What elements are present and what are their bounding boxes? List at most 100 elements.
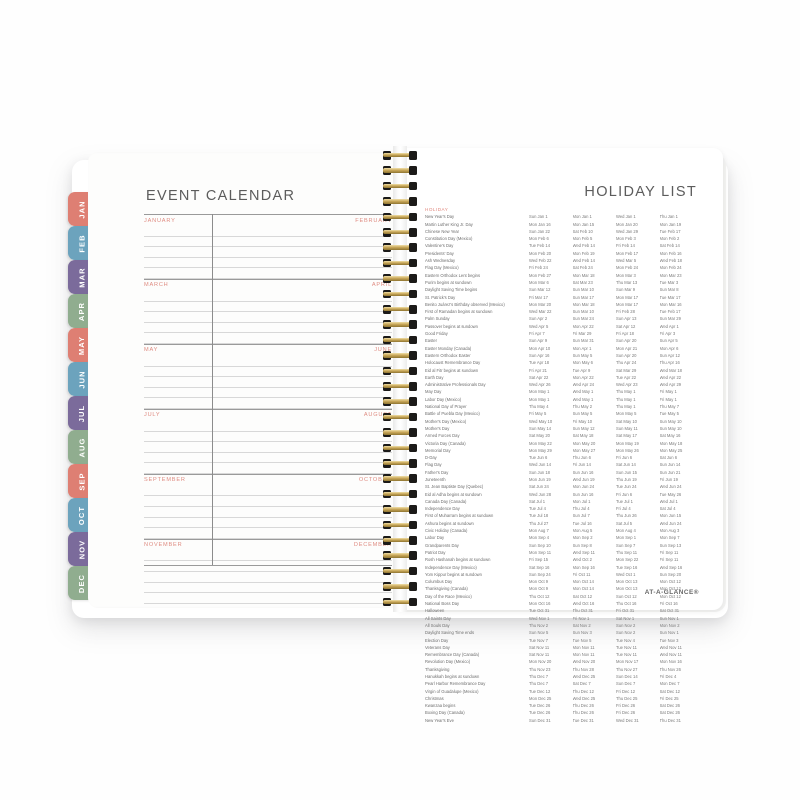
event-write-line[interactable] xyxy=(144,367,392,378)
holiday-date: Wed Apr 1 xyxy=(659,323,679,329)
event-write-line[interactable] xyxy=(144,291,392,302)
holiday-name: Memorial Day xyxy=(425,447,451,453)
holiday-date: Thu Apr 24 xyxy=(616,360,637,366)
holiday-date: Wed Apr 22 xyxy=(659,374,682,380)
holiday-date: Fri Mar 29 xyxy=(572,331,592,337)
holiday-date: Tue May 26 xyxy=(659,491,682,497)
month-tab-label: MAR xyxy=(77,266,87,288)
month-tab-label: FEB xyxy=(77,233,87,253)
event-month-block[interactable]: SEPTEMBER OCTOBER xyxy=(144,473,392,539)
spiral-binding xyxy=(382,146,418,612)
holiday-date: Sun May 11 xyxy=(616,425,638,431)
month-tab-label: OCT xyxy=(77,505,87,525)
event-write-line[interactable] xyxy=(144,268,392,279)
holiday-name: Independence Day xyxy=(425,506,460,512)
holiday-date: Tue Apr 18 xyxy=(529,360,550,366)
event-write-line[interactable] xyxy=(144,528,392,539)
holiday-date: Sun Jan 1 xyxy=(529,214,548,220)
holiday-name-column: HOLIDAY New Year's Day Martin Luther King… xyxy=(425,206,529,724)
event-write-line[interactable] xyxy=(144,486,392,497)
event-write-line[interactable] xyxy=(144,302,392,313)
event-month-block[interactable]: JULY AUGUST xyxy=(144,408,392,474)
spiral-coil xyxy=(383,151,417,160)
holiday-date: Mon Sep 7 xyxy=(659,535,680,541)
holiday-date: Sat May 10 xyxy=(616,418,637,424)
event-write-line[interactable] xyxy=(144,463,392,474)
event-write-line[interactable] xyxy=(144,388,392,399)
holiday-name: Boxing Day (Canada) xyxy=(425,710,465,716)
month-tab-label: MAY xyxy=(77,335,87,355)
holiday-date: Sat Feb 10 xyxy=(572,228,593,234)
holiday-date: Mon Apr 1 xyxy=(572,345,592,351)
event-write-line[interactable] xyxy=(144,377,392,388)
event-write-line[interactable] xyxy=(144,432,392,443)
holiday-date: Sat Mar 29 xyxy=(616,367,637,373)
event-write-line[interactable] xyxy=(144,583,392,594)
event-month-block[interactable]: MARCH APRIL xyxy=(144,278,392,344)
spiral-wire xyxy=(383,168,417,173)
holiday-date: Mon Apr 22 xyxy=(572,374,594,380)
event-write-line[interactable] xyxy=(144,453,392,464)
holiday-date: Mon Oct 12 xyxy=(659,579,681,585)
holiday-name: Thanksgiving xyxy=(425,666,450,672)
event-write-line[interactable] xyxy=(144,551,392,562)
event-write-line[interactable] xyxy=(144,323,392,334)
event-write-line[interactable] xyxy=(144,496,392,508)
event-month-block[interactable]: NOVEMBER DECEMBER xyxy=(144,538,392,604)
holiday-name: First of Muharram begins at sundown xyxy=(425,513,494,519)
event-write-line[interactable] xyxy=(144,442,392,453)
spiral-wire xyxy=(383,245,417,250)
holiday-name: Hanukkah begins at sundown xyxy=(425,674,480,679)
holiday-date: Sat Jul 5 xyxy=(616,520,633,526)
event-calendar-grid[interactable]: JANUARY FEBRUARY MARCH APRIL MAY JUNE JULY AUGU… xyxy=(144,214,392,604)
event-write-line[interactable] xyxy=(144,421,392,432)
holiday-date: Mon Dec 7 xyxy=(659,681,680,687)
holiday-date: Mon Jun 19 xyxy=(529,476,551,482)
event-write-line[interactable] xyxy=(144,312,392,323)
holiday-name: Eid al Adha begins at sundown xyxy=(425,491,482,497)
event-write-line[interactable] xyxy=(144,226,392,237)
event-month-block[interactable]: JANUARY FEBRUARY xyxy=(144,214,392,279)
spiral-wire xyxy=(383,183,417,189)
holiday-date: Sat Sep 16 xyxy=(529,564,550,570)
event-write-line[interactable] xyxy=(144,507,392,518)
event-write-line[interactable] xyxy=(144,561,392,573)
spiral-punch-hole xyxy=(409,151,417,160)
event-write-line[interactable] xyxy=(144,593,392,604)
holiday-date: Sun May 10 xyxy=(659,425,682,431)
holiday-date: Mon Nov 11 xyxy=(572,652,595,658)
holiday-date: Wed Feb 14 xyxy=(572,243,595,249)
holiday-date: Tue Jun 6 xyxy=(529,455,548,461)
holiday-date: Wed May 10 xyxy=(529,418,553,424)
holiday-name: May Day xyxy=(425,389,442,395)
event-write-line[interactable] xyxy=(144,258,392,269)
event-write-line[interactable] xyxy=(144,333,392,344)
event-write-line[interactable] xyxy=(144,518,392,529)
event-write-line[interactable] xyxy=(144,572,392,583)
month-tab-label: JAN xyxy=(77,199,87,219)
spiral-punch-hole xyxy=(409,536,417,545)
event-write-line[interactable] xyxy=(144,356,392,367)
holiday-date: Mon Oct 12 xyxy=(659,593,681,599)
holiday-name: Flag Day xyxy=(425,462,442,468)
month-tab-label: NOV xyxy=(77,539,87,559)
holiday-name: St. Patrick's Day xyxy=(425,294,456,300)
spiral-punch-hole xyxy=(409,582,417,591)
holiday-date: Fri Apr 3 xyxy=(659,331,676,337)
holiday-date: Sun May 12 xyxy=(572,425,595,431)
holiday-date: Sat Jun 14 xyxy=(616,462,636,468)
holiday-date: Wed Jun 28 xyxy=(529,491,552,497)
event-month-label-left: JANUARY xyxy=(144,217,176,224)
event-month-block[interactable]: MAY JUNE xyxy=(144,343,392,409)
event-write-line[interactable] xyxy=(144,398,392,409)
spiral-coil xyxy=(383,166,417,175)
event-write-line[interactable] xyxy=(144,247,392,258)
holiday-date: Tue Feb 17 xyxy=(659,228,681,234)
holiday-date-column-header: . xyxy=(529,206,573,213)
holiday-date: Wed Jul 1 xyxy=(659,498,678,504)
holiday-date: Fri Oct 31 xyxy=(616,608,635,614)
spiral-wire xyxy=(383,307,417,312)
event-write-line[interactable] xyxy=(144,237,392,248)
holiday-date: Mon Apr 22 xyxy=(572,323,594,329)
